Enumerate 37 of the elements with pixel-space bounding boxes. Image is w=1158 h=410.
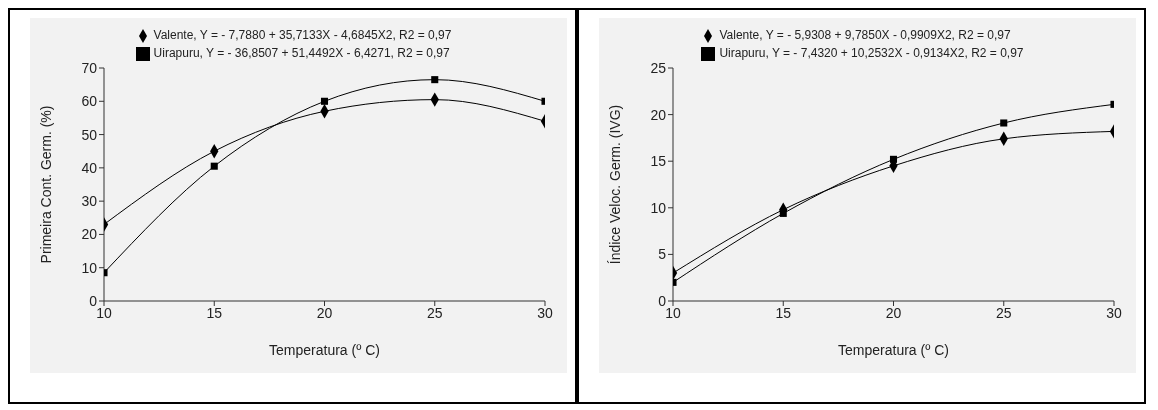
y-tick-label: 60	[81, 93, 98, 110]
legend-label: Valente, Y = - 5,9308 + 9,7850X - 0,9909X2, R2 = 0,97	[719, 28, 1011, 42]
x-tick-label: 25	[426, 304, 443, 321]
x-tick-label: 20	[316, 304, 333, 321]
y-tick-label: 20	[81, 226, 98, 243]
x-axis-title: Temperatura (º C)	[838, 342, 949, 358]
y-tick-label: 10	[81, 259, 98, 276]
y-tick-label: 30	[81, 193, 98, 210]
x-tick-label: 10	[96, 304, 112, 321]
x-tick-label: 15	[206, 304, 223, 321]
x-tick-label: 30	[537, 304, 553, 321]
legend-label: Valente, Y = - 7,7880 + 35,7133X - 4,6845X2, R2 = 0,97	[153, 28, 452, 42]
point	[779, 209, 787, 217]
y-tick-label: 15	[650, 153, 667, 170]
point	[1000, 119, 1008, 127]
x-tick-label: 15	[775, 304, 792, 321]
x-axis-title: Temperatura (º C)	[269, 342, 380, 358]
y-tick-label: 25	[650, 59, 667, 76]
x-tick-label: 30	[1106, 304, 1122, 321]
y-tick-label: 0	[89, 292, 98, 309]
y-tick-label: 20	[650, 106, 667, 123]
point	[431, 76, 439, 84]
point	[889, 155, 898, 163]
y-tick-label: 70	[81, 59, 98, 76]
y-tick-label: 10	[650, 199, 667, 216]
point	[210, 162, 218, 170]
point	[320, 97, 329, 105]
y-tick-label: 50	[81, 126, 98, 143]
y-axis-title: Índice Veloc. Germ. (IVG)	[606, 104, 623, 265]
legend-label: Uirapuru, Y = - 7,4320 + 10,2532X - 0,9134X2, R2 = 0,97	[719, 46, 1024, 60]
y-tick-label: 5	[658, 246, 667, 263]
x-tick-label: 25	[995, 304, 1012, 321]
legend-label: Uirapuru, Y = - 36,8507 + 51,4492X - 6,4271, R2 = 0,97	[153, 46, 450, 60]
y-axis-title: Primeira Cont. Germ. (%)	[37, 105, 54, 264]
x-tick-label: 20	[885, 304, 902, 321]
y-tick-label: 40	[81, 159, 98, 176]
y-tick-label: 0	[658, 292, 667, 309]
